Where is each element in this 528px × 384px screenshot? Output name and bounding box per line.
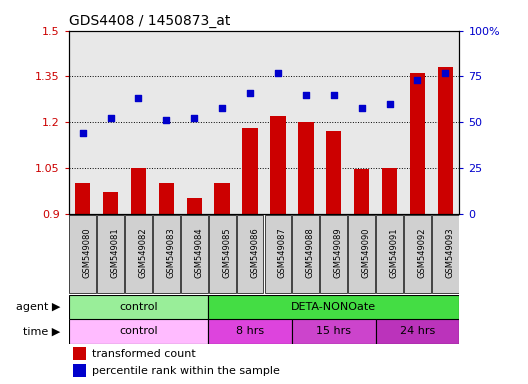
Bar: [72, 347, 86, 360]
Text: GSM549090: GSM549090: [362, 227, 371, 278]
Text: GSM549081: GSM549081: [110, 227, 119, 278]
FancyBboxPatch shape: [181, 215, 208, 293]
Text: transformed count: transformed count: [92, 349, 196, 359]
Bar: [270, 116, 286, 214]
Point: [329, 92, 338, 98]
Text: GSM549092: GSM549092: [418, 227, 427, 278]
Point: [441, 70, 450, 76]
Bar: [382, 168, 397, 214]
Text: GSM549086: GSM549086: [250, 227, 259, 278]
Bar: [438, 67, 453, 214]
FancyBboxPatch shape: [432, 215, 459, 293]
Point: [274, 70, 282, 76]
Bar: [131, 168, 146, 214]
Text: GSM549088: GSM549088: [306, 227, 315, 278]
FancyBboxPatch shape: [292, 319, 375, 344]
Bar: [186, 198, 202, 214]
Text: 24 hrs: 24 hrs: [400, 326, 435, 336]
Text: control: control: [119, 302, 158, 312]
Text: GSM549080: GSM549080: [82, 227, 91, 278]
FancyBboxPatch shape: [404, 215, 431, 293]
FancyBboxPatch shape: [97, 215, 124, 293]
Point: [134, 95, 143, 101]
Text: 8 hrs: 8 hrs: [236, 326, 264, 336]
FancyBboxPatch shape: [69, 295, 208, 319]
Bar: [214, 183, 230, 214]
Text: control: control: [119, 326, 158, 336]
FancyBboxPatch shape: [293, 215, 319, 293]
FancyBboxPatch shape: [265, 215, 291, 293]
Bar: [242, 128, 258, 214]
Text: agent ▶: agent ▶: [16, 302, 60, 312]
FancyBboxPatch shape: [375, 319, 459, 344]
FancyBboxPatch shape: [208, 295, 459, 319]
Bar: [410, 73, 425, 214]
FancyBboxPatch shape: [69, 319, 208, 344]
FancyBboxPatch shape: [69, 215, 96, 293]
Point: [246, 90, 254, 96]
FancyBboxPatch shape: [348, 215, 375, 293]
Bar: [354, 169, 370, 214]
FancyBboxPatch shape: [208, 319, 292, 344]
FancyBboxPatch shape: [209, 215, 235, 293]
FancyBboxPatch shape: [153, 215, 180, 293]
Point: [218, 104, 227, 111]
Point: [385, 101, 394, 107]
Bar: [72, 364, 86, 377]
Text: GDS4408 / 1450873_at: GDS4408 / 1450873_at: [69, 14, 230, 28]
FancyBboxPatch shape: [320, 215, 347, 293]
FancyBboxPatch shape: [237, 215, 263, 293]
Text: GSM549089: GSM549089: [334, 227, 343, 278]
Point: [106, 116, 115, 122]
FancyBboxPatch shape: [376, 215, 403, 293]
Bar: [75, 183, 90, 214]
Text: time ▶: time ▶: [23, 326, 60, 336]
Text: GSM549085: GSM549085: [222, 227, 231, 278]
Point: [190, 116, 199, 122]
Text: GSM549082: GSM549082: [138, 227, 147, 278]
Point: [162, 117, 171, 123]
Bar: [103, 192, 118, 214]
FancyBboxPatch shape: [125, 215, 152, 293]
Point: [357, 104, 366, 111]
Text: GSM549093: GSM549093: [446, 227, 455, 278]
Bar: [158, 183, 174, 214]
Text: GSM549087: GSM549087: [278, 227, 287, 278]
Point: [413, 77, 422, 83]
Point: [78, 130, 87, 136]
Text: GSM549084: GSM549084: [194, 227, 203, 278]
Bar: [298, 122, 314, 214]
Text: GSM549083: GSM549083: [166, 227, 175, 278]
Text: 15 hrs: 15 hrs: [316, 326, 351, 336]
Point: [301, 92, 310, 98]
Text: percentile rank within the sample: percentile rank within the sample: [92, 366, 280, 376]
Bar: [326, 131, 342, 214]
Text: GSM549091: GSM549091: [390, 227, 399, 278]
Text: DETA-NONOate: DETA-NONOate: [291, 302, 376, 312]
